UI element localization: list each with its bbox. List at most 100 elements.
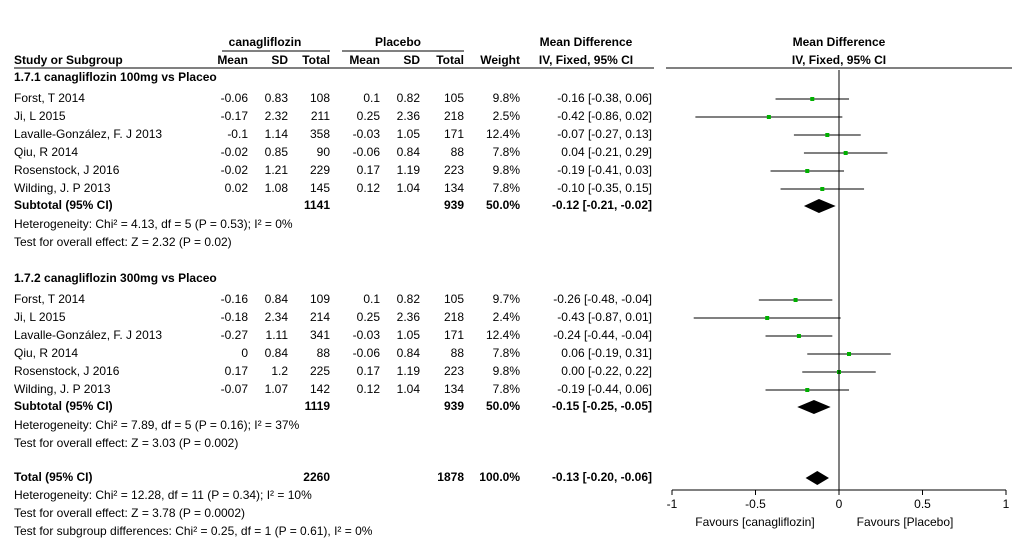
pooled-diamond	[805, 471, 829, 485]
cell-total2: 1878	[437, 470, 464, 484]
cell-total2: 105	[444, 292, 464, 306]
cell-ci-label: -0.15 [-0.25, -0.05]	[552, 399, 652, 413]
column-header: SD	[403, 53, 420, 67]
cell-ci-label: -0.12 [-0.21, -0.02]	[552, 198, 652, 212]
cell-total1: 88	[317, 346, 331, 360]
cell-sd2: 1.19	[397, 163, 421, 177]
cell-ci-label: -0.43 [-0.87, 0.01]	[557, 310, 652, 324]
cell-sd2: 1.04	[397, 382, 421, 396]
cell-total2: 939	[444, 399, 464, 413]
cell-total1: 211	[311, 109, 330, 123]
cell-study: Qiu, R 2014	[14, 145, 78, 159]
column-header: Mean	[217, 53, 248, 67]
cell-mean1: -0.1	[227, 127, 248, 141]
cell-weight: 9.8%	[493, 91, 521, 105]
effect-marker	[810, 97, 815, 101]
cell-ci-label: 0.00 [-0.22, 0.22]	[561, 364, 652, 378]
favours-left: Favours [canagliflozin]	[695, 515, 814, 529]
cell-total1: 90	[317, 145, 331, 159]
subgroup-title: 1.7.1 canagliflozin 100mg vs Placeo	[14, 70, 217, 84]
cell-sd1: 1.21	[265, 163, 289, 177]
subgroup-differences: Test for subgroup differences: Chi² = 0.…	[14, 524, 373, 538]
cell-weight: 9.8%	[493, 364, 521, 378]
cell-ci-label: -0.10 [-0.35, 0.15]	[557, 181, 652, 195]
x-tick-label: 1	[1003, 497, 1010, 511]
cell-ci-label: -0.19 [-0.44, 0.06]	[557, 382, 652, 396]
cell-weight: 50.0%	[486, 198, 520, 212]
cell-total2: 171	[444, 328, 464, 342]
cell-sd2: 1.04	[397, 181, 421, 195]
cell-mean2: 0.1	[363, 292, 380, 306]
cell-sd1: 2.32	[265, 109, 289, 123]
cell-sd2: 1.05	[397, 127, 421, 141]
cell-total2: 134	[444, 181, 464, 195]
cell-sd2: 0.82	[397, 91, 421, 105]
effect-marker	[805, 388, 810, 392]
cell-study: Subtotal (95% CI)	[14, 399, 113, 413]
effect-marker	[805, 169, 810, 173]
cell-weight: 50.0%	[486, 399, 520, 413]
cell-total1: 108	[310, 91, 330, 105]
cell-sd2: 1.19	[397, 364, 421, 378]
subgroup-title: 1.7.2 canagliflozin 300mg vs Placeo	[14, 271, 217, 285]
cell-mean2: 0.17	[357, 364, 381, 378]
cell-total1: 2260	[303, 470, 330, 484]
x-tick-label: -1	[667, 497, 678, 511]
column-header: Study or Subgroup	[14, 53, 123, 67]
cell-weight: 9.7%	[493, 292, 521, 306]
cell-weight: 2.5%	[493, 109, 521, 123]
cell-mean2: -0.06	[353, 145, 381, 159]
effect-marker	[765, 316, 770, 320]
cell-total2: 134	[444, 382, 464, 396]
cell-total1: 1141	[304, 198, 330, 212]
cell-total2: 88	[451, 145, 465, 159]
effect-marker	[843, 151, 848, 155]
cell-mean2: 0.12	[357, 382, 381, 396]
cell-sd1: 0.84	[265, 292, 289, 306]
cell-weight: 2.4%	[493, 310, 521, 324]
overall-effect: Test for overall effect: Z = 3.78 (P = 0…	[14, 506, 245, 520]
cell-mean1: 0.17	[225, 364, 249, 378]
group1-header: canagliflozin	[229, 35, 302, 49]
cell-study: Ji, L 2015	[14, 109, 66, 123]
cell-ci-label: 0.04 [-0.21, 0.29]	[561, 145, 652, 159]
cell-mean1: -0.27	[221, 328, 249, 342]
cell-study: Forst, T 2014	[14, 91, 85, 105]
cell-ci-label: -0.26 [-0.48, -0.04]	[553, 292, 652, 306]
cell-mean2: 0.25	[357, 310, 381, 324]
cell-study: Subtotal (95% CI)	[14, 198, 113, 212]
cell-sd2: 2.36	[397, 310, 421, 324]
cell-weight: 12.4%	[486, 328, 520, 342]
cell-total1: 142	[310, 382, 330, 396]
cell-sd1: 1.11	[266, 328, 289, 342]
cell-ci-label: -0.16 [-0.38, 0.06]	[557, 91, 652, 105]
column-header: Mean	[349, 53, 380, 67]
cell-sd1: 1.07	[265, 382, 289, 396]
cell-sd1: 1.08	[265, 181, 289, 195]
group2-header: Placebo	[375, 35, 421, 49]
cell-total2: 218	[444, 109, 464, 123]
heterogeneity: Heterogeneity: Chi² = 12.28, df = 11 (P …	[14, 488, 312, 502]
cell-sd1: 2.34	[265, 310, 289, 324]
overall-effect: Test for overall effect: Z = 3.03 (P = 0…	[14, 436, 238, 450]
cell-weight: 7.8%	[493, 346, 521, 360]
cell-ci-label: -0.19 [-0.41, 0.03]	[557, 163, 652, 177]
cell-mean1: -0.17	[221, 109, 249, 123]
cell-total1: 358	[310, 127, 330, 141]
cell-total1: 145	[310, 181, 330, 195]
cell-mean2: -0.06	[353, 346, 381, 360]
plot-method: IV, Fixed, 95% CI	[792, 53, 886, 67]
effect-marker	[793, 298, 798, 302]
cell-weight: 100.0%	[479, 470, 520, 484]
cell-study: Ji, L 2015	[14, 310, 66, 324]
cell-sd1: 0.83	[265, 91, 289, 105]
cell-mean1: 0	[241, 346, 248, 360]
cell-sd1: 1.14	[265, 127, 289, 141]
cell-total1: 341	[310, 328, 330, 342]
cell-total2: 88	[451, 346, 465, 360]
cell-total1: 1119	[305, 399, 331, 413]
md-title: Mean Difference	[540, 35, 633, 49]
column-header: Weight	[480, 53, 520, 67]
cell-mean1: -0.07	[221, 382, 249, 396]
